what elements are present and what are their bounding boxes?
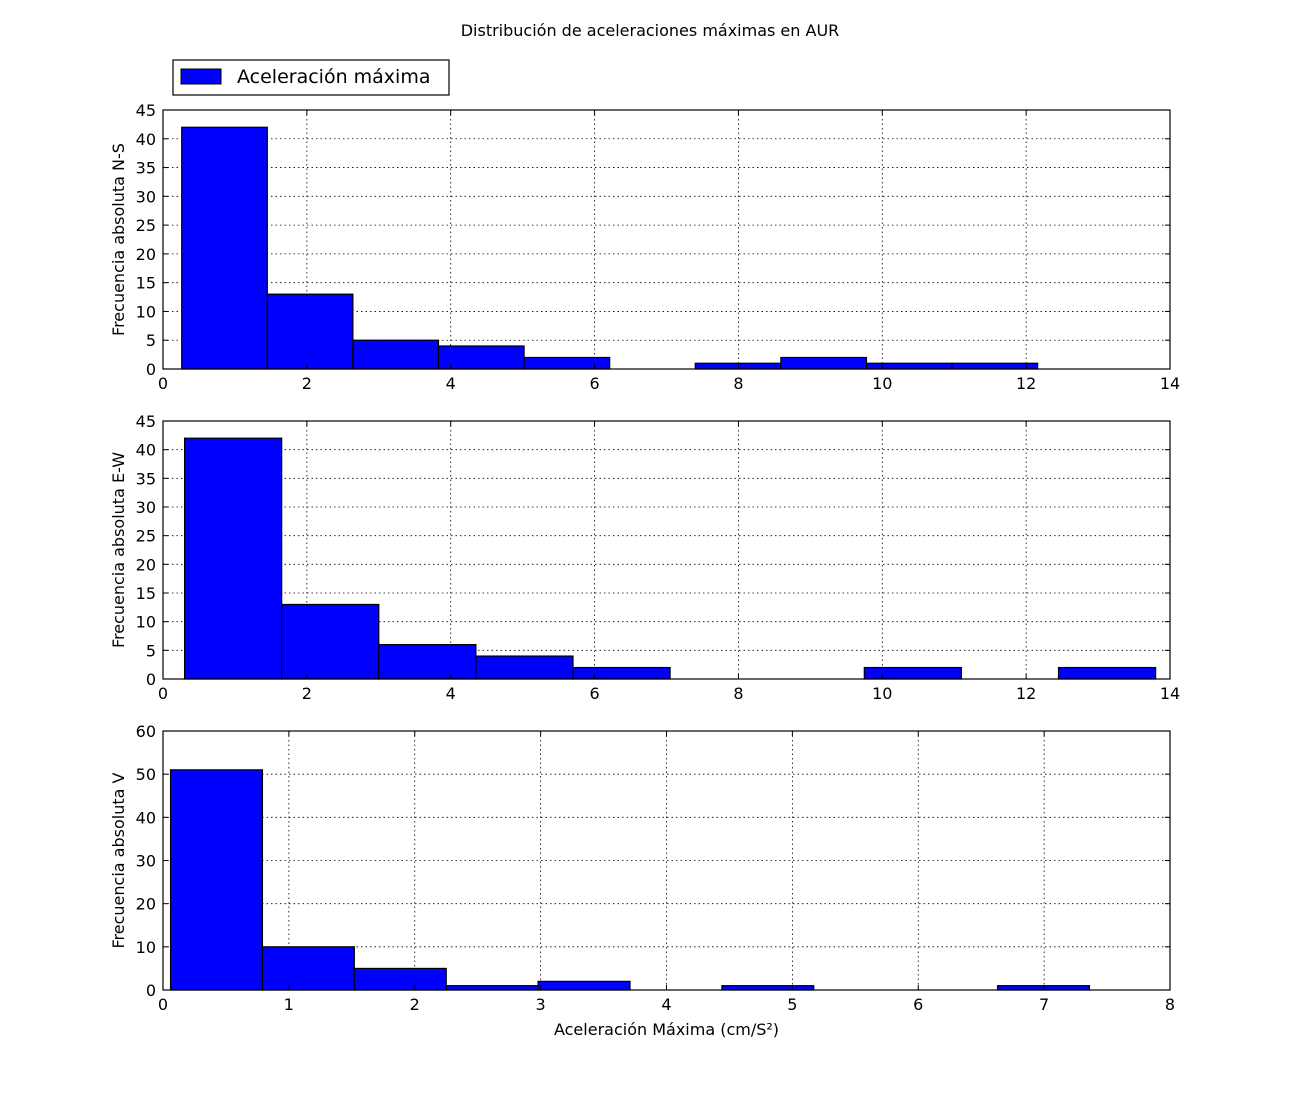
- histogram-bar: [352, 339, 440, 370]
- y-tick-label: 20: [136, 555, 156, 574]
- histogram-bar: [261, 946, 355, 991]
- axes-frame: [162, 420, 1171, 680]
- subplot-v: 0 1 2 3 4 5 6 7 8 0 10 20 30 40 50 60 Frecuencia absolut…: [109, 722, 1175, 1039]
- y-tick-label: 30: [136, 852, 156, 871]
- histogram-bar: [780, 356, 868, 370]
- x-tick-label: 8: [733, 374, 743, 393]
- x-tick-label: 2: [302, 684, 312, 703]
- histogram-bar: [863, 666, 963, 680]
- histogram-bar: [537, 980, 631, 991]
- histogram-bar: [181, 126, 268, 370]
- y-tick-label: 20: [136, 895, 156, 914]
- histogram-bar: [572, 666, 671, 680]
- histogram-bar: [445, 985, 539, 991]
- histogram-bar: [951, 362, 1039, 370]
- y-tick-label: 40: [136, 441, 156, 460]
- y-tick-label: 50: [136, 765, 156, 784]
- y-tick-label: 25: [136, 527, 156, 546]
- y-tick-label: 15: [136, 584, 156, 603]
- x-tick-label: 3: [536, 995, 546, 1014]
- y-tick-label: 0: [146, 981, 156, 1000]
- legend: Aceleración máxima: [172, 59, 450, 96]
- x-tick-label: 10: [872, 374, 892, 393]
- y-tick-label: 10: [136, 302, 156, 321]
- x-tick-label: 4: [661, 995, 671, 1014]
- subplot-ns: 0 2 4 6 8 10 12 14 0 5 10 15 20 25 30 35 40 45 Frecuencia …: [109, 101, 1180, 393]
- x-tick-label: 8: [1165, 995, 1175, 1014]
- y-tick-label: 15: [136, 274, 156, 293]
- histogram-bar: [266, 293, 354, 370]
- histogram-bar: [353, 967, 447, 991]
- x-tick-label: 5: [787, 995, 797, 1014]
- histogram-bar: [865, 362, 953, 370]
- figure-title: Distribución de aceleraciones máximas en…: [461, 21, 840, 40]
- x-tick-label: 0: [158, 374, 168, 393]
- x-tick-label: 1: [284, 995, 294, 1014]
- x-tick-label: 10: [872, 684, 892, 703]
- histogram-bar: [996, 985, 1091, 991]
- x-tick-label: 6: [913, 995, 923, 1014]
- x-tick-label: 8: [733, 684, 743, 703]
- y-tick-label: 35: [136, 469, 156, 488]
- y-axis-label: Frecuencia absoluta E-W: [109, 452, 128, 648]
- subplot-ew: 0 2 4 6 8 10 12 14 0 5 10 15 20 25 30 35 40 45 Frecuencia …: [109, 412, 1180, 703]
- y-tick-label: 10: [136, 938, 156, 957]
- x-tick-label: 14: [1160, 374, 1180, 393]
- histogram-bar: [281, 603, 380, 680]
- x-tick-label: 4: [446, 684, 456, 703]
- histogram-bar: [721, 985, 815, 991]
- y-tick-label: 30: [136, 187, 156, 206]
- legend-label: Aceleración máxima: [237, 66, 430, 88]
- histogram-bar: [523, 356, 611, 370]
- y-tick-label: 5: [146, 641, 156, 660]
- y-axis-label: Frecuencia absoluta V: [109, 772, 128, 948]
- x-tick-label: 6: [589, 374, 599, 393]
- y-tick-label: 25: [136, 216, 156, 235]
- x-tick-label: 7: [1039, 995, 1049, 1014]
- axes-frame: [162, 109, 1171, 370]
- y-tick-label: 35: [136, 159, 156, 178]
- y-tick-label: 45: [136, 101, 156, 120]
- y-tick-label: 0: [146, 360, 156, 379]
- y-tick-label: 60: [136, 722, 156, 741]
- y-tick-label: 5: [146, 331, 156, 350]
- histogram-bar: [183, 437, 283, 680]
- x-tick-label: 12: [1016, 374, 1036, 393]
- x-tick-label: 0: [158, 995, 168, 1014]
- y-tick-label: 40: [136, 808, 156, 827]
- y-tick-label: 40: [136, 130, 156, 149]
- y-tick-label: 0: [146, 670, 156, 689]
- x-axis-label: Aceleración Máxima (cm/S²): [554, 1020, 779, 1039]
- histogram-bar: [378, 643, 477, 680]
- y-tick-label: 45: [136, 412, 156, 431]
- y-axis-label: Frecuencia absoluta N-S: [109, 143, 128, 336]
- x-tick-label: 6: [589, 684, 599, 703]
- x-tick-label: 12: [1016, 684, 1036, 703]
- histogram-bar: [1057, 666, 1157, 680]
- y-tick-label: 30: [136, 498, 156, 517]
- x-tick-label: 4: [446, 374, 456, 393]
- y-tick-label: 20: [136, 245, 156, 264]
- histogram-bar: [169, 769, 264, 991]
- x-tick-label: 2: [410, 995, 420, 1014]
- histogram-bar: [475, 655, 574, 680]
- x-tick-label: 14: [1160, 684, 1180, 703]
- histogram-bar: [437, 345, 525, 370]
- x-tick-label: 2: [302, 374, 312, 393]
- legend-swatch: [180, 68, 222, 85]
- y-tick-label: 10: [136, 613, 156, 632]
- x-tick-label: 0: [158, 684, 168, 703]
